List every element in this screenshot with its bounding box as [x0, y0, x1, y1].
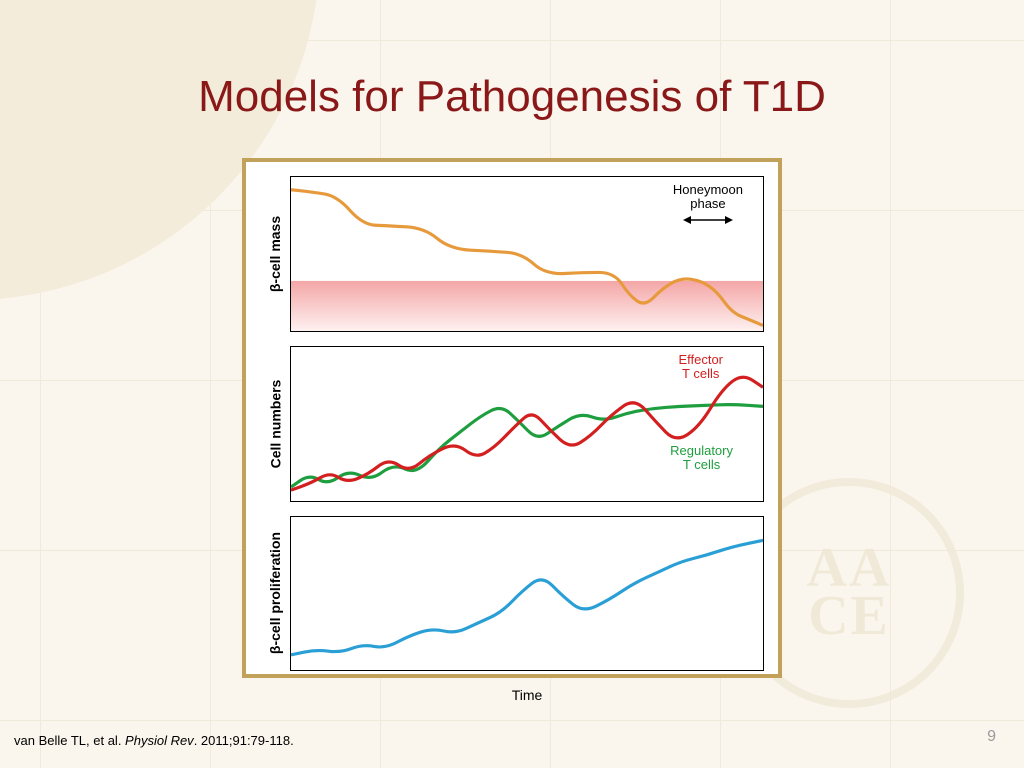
figure-frame: β-cell mass Honeymoon phase Cell number [242, 158, 782, 678]
citation-rest: . 2011;91:79-118. [194, 733, 294, 748]
effector-label: Effector T cells [678, 353, 723, 382]
x-axis-label: Time [290, 687, 764, 703]
panel-1-ylabel: β-cell mass [267, 216, 283, 292]
citation-authors: van Belle TL, et al. [14, 733, 125, 748]
panel-1: Honeymoon phase [290, 176, 764, 332]
panel-1-row: β-cell mass Honeymoon phase [260, 176, 764, 332]
seal-line-2: CE [807, 593, 892, 641]
citation: van Belle TL, et al. Physiol Rev. 2011;9… [14, 733, 294, 748]
panel-2-row: Cell numbers Effector T cells Regulatory… [260, 346, 764, 502]
panel-3 [290, 516, 764, 672]
regulatory-label: Regulatory T cells [670, 444, 733, 473]
slide-title: Models for Pathogenesis of T1D [0, 72, 1024, 122]
honeymoon-annotation: Honeymoon phase [673, 183, 743, 228]
panel-2: Effector T cells Regulatory T cells [290, 346, 764, 502]
double-arrow-icon [683, 215, 733, 225]
panel-3-ylabel: β-cell proliferation [267, 532, 283, 654]
honeymoon-text: Honeymoon phase [673, 182, 743, 211]
citation-journal: Physiol Rev [125, 733, 194, 748]
panel-2-ylabel: Cell numbers [267, 379, 283, 468]
page-number: 9 [987, 728, 996, 746]
panel-3-row: β-cell proliferation [260, 516, 764, 672]
